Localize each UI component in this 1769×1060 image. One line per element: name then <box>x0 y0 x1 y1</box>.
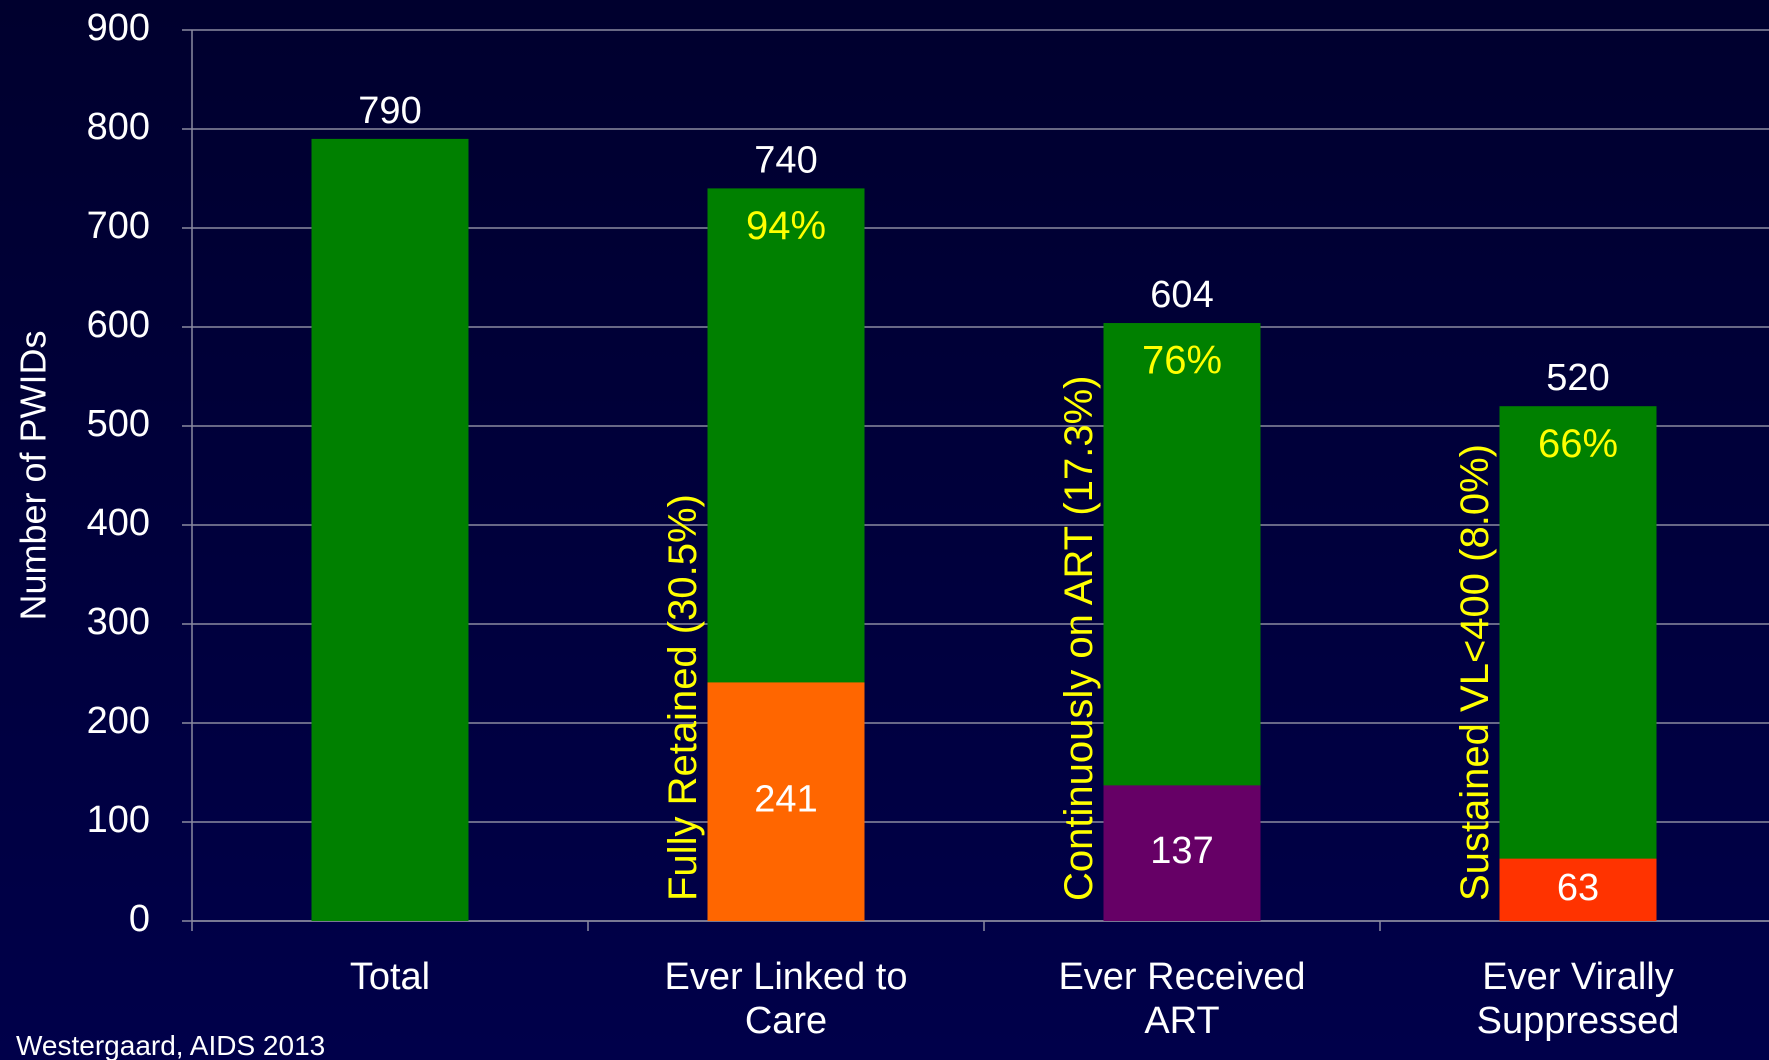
y-tick-label: 100 <box>87 799 150 841</box>
bar <box>1499 406 1657 921</box>
y-tick-label: 700 <box>87 205 150 247</box>
y-axis-label: Number of PWIDs <box>13 330 54 620</box>
data-label: 604 <box>1150 274 1213 316</box>
percent-label: 66% <box>1538 422 1618 466</box>
y-tick-label: 200 <box>87 700 150 742</box>
x-tick-label: Ever Virally Suppressed <box>1476 956 1680 1042</box>
bar <box>707 682 865 921</box>
source-note: Westergaard, AIDS 2013 <box>16 1030 326 1060</box>
y-tick-label: 400 <box>87 502 150 544</box>
retention-label: Continuously on ART (17.3%) <box>1057 376 1101 902</box>
percent-label: 94% <box>746 204 826 248</box>
data-label: 137 <box>1150 830 1213 872</box>
bar <box>1499 858 1657 921</box>
x-tick-label: Total <box>349 956 431 998</box>
data-label: 63 <box>1557 867 1599 909</box>
x-tick-label: Ever Received ART <box>1058 956 1306 1042</box>
x-tick-label: Ever Linked to Care <box>664 956 908 1042</box>
y-tick-label: 300 <box>87 601 150 643</box>
y-tick-label: 0 <box>129 898 150 940</box>
bar <box>311 138 469 921</box>
data-label: 790 <box>358 90 421 132</box>
y-tick-label: 800 <box>87 106 150 148</box>
y-tick-label: 600 <box>87 304 150 346</box>
retention-label: Sustained VL<400 (8.0%) <box>1453 444 1497 901</box>
data-label: 241 <box>754 779 817 821</box>
retention-label: Fully Retained (30.5%) <box>661 494 705 901</box>
y-tick-label: 900 <box>87 7 150 49</box>
data-label: 520 <box>1546 357 1609 399</box>
data-label: 740 <box>754 139 817 181</box>
y-tick-label: 500 <box>87 403 150 445</box>
bar <box>1103 785 1261 921</box>
percent-label: 76% <box>1142 339 1222 383</box>
